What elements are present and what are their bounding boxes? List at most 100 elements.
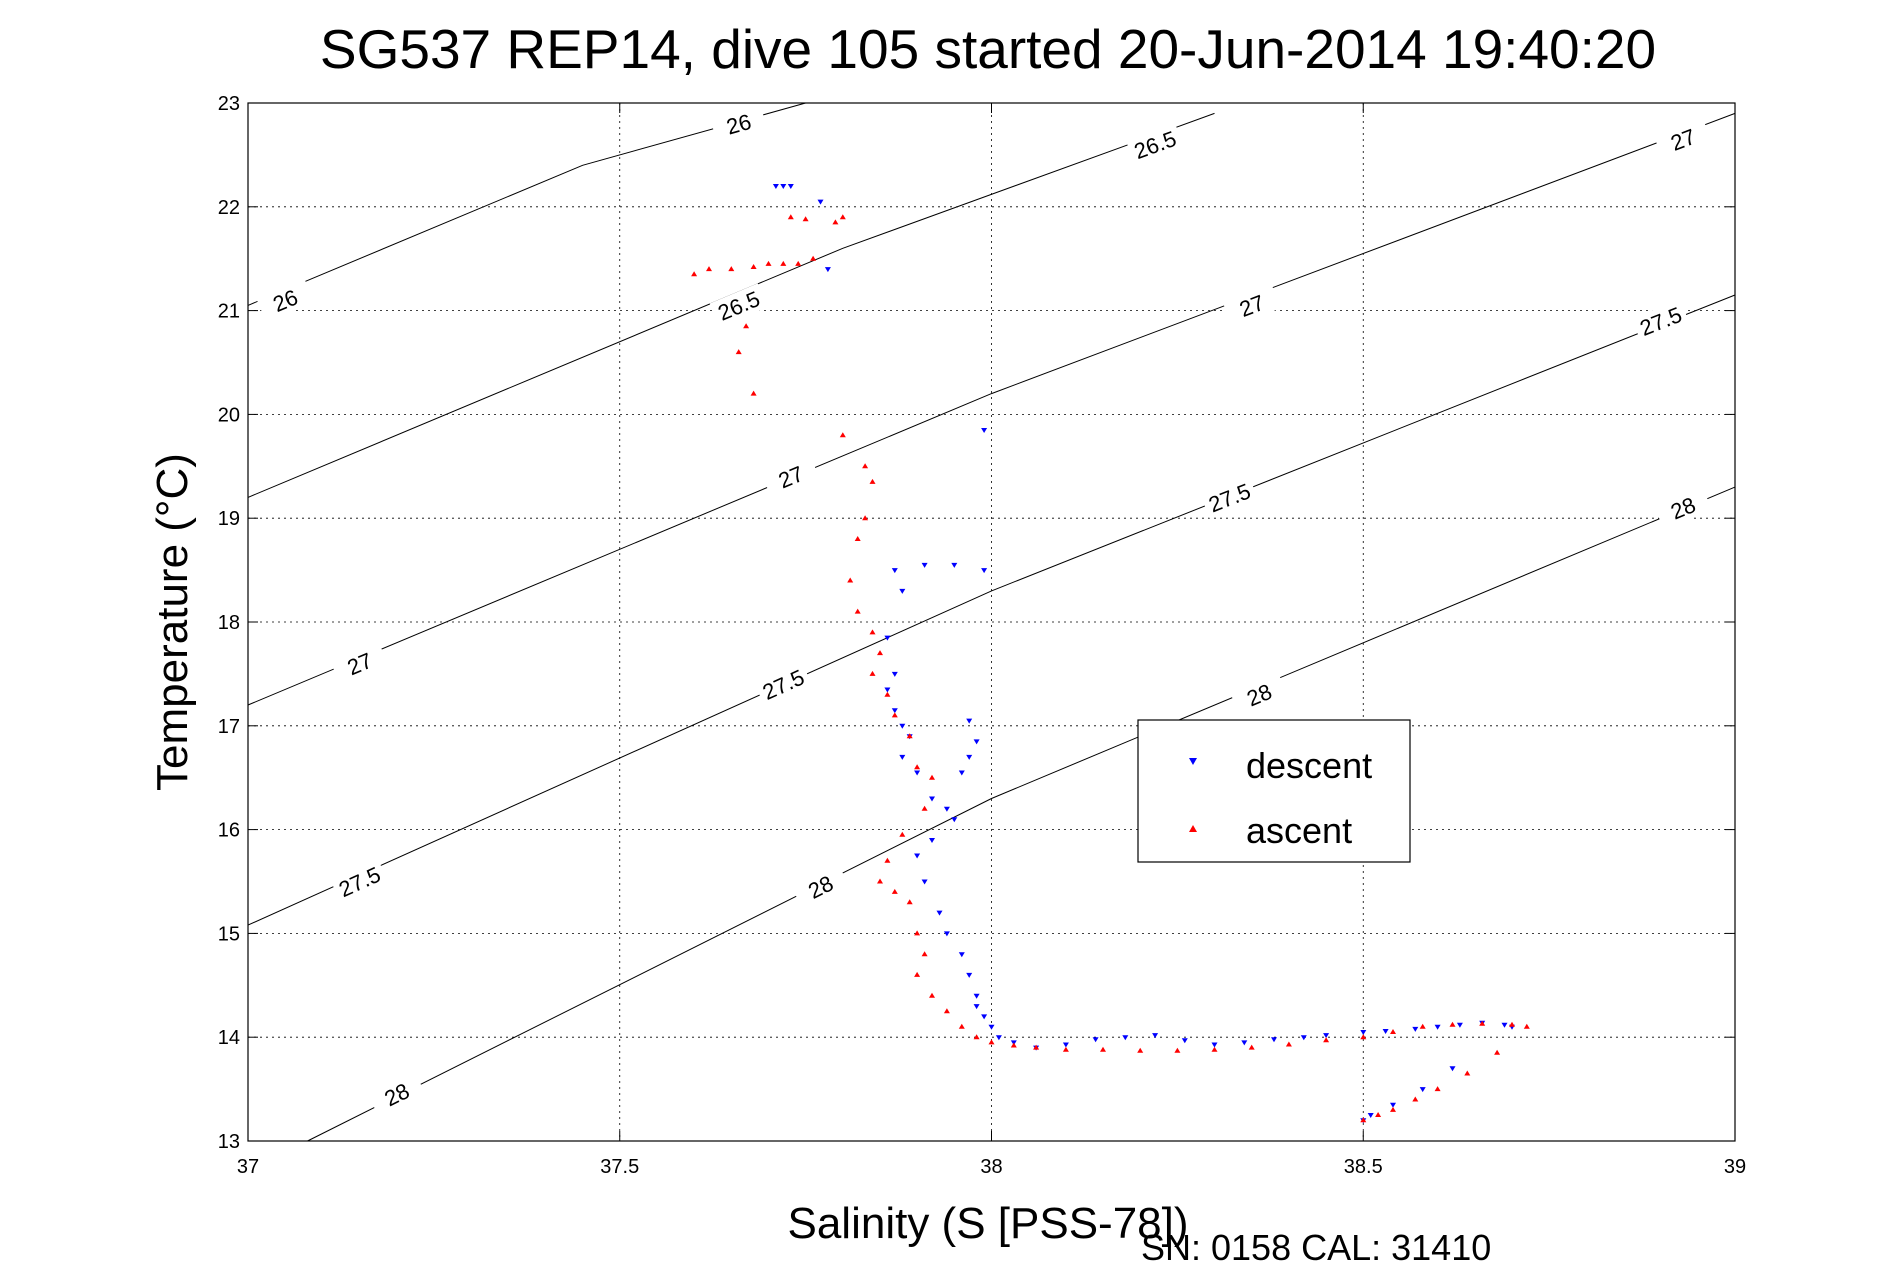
descent-point [1152,1033,1159,1039]
descent-point [995,1035,1002,1041]
ascent-point [810,255,817,261]
ascent-point [787,214,794,220]
descent-point [943,931,950,937]
descent-point [958,770,965,776]
ascent-point [869,629,876,635]
descent-point [780,184,787,189]
descent-point [936,910,943,916]
descent-point [1271,1037,1277,1043]
ascent-point [1100,1046,1106,1052]
descent-point [973,993,980,999]
descent-point [1434,1024,1441,1030]
ascent-point [884,857,891,863]
descent-point [988,1024,995,1030]
descent-point [981,568,988,574]
descent-point [899,588,906,594]
ascent-point [1494,1049,1501,1055]
descent-point [1449,1066,1456,1072]
descent-point [1360,1030,1367,1035]
descent-point [1323,1033,1330,1039]
ascent-point [1323,1037,1330,1043]
legend-ascent-marker [1189,825,1197,832]
ascent-point [921,805,928,811]
descent-point [951,562,958,568]
isopycnal-label-gap [709,283,768,328]
ascent-point [780,260,787,266]
ascent-point [1211,1046,1218,1052]
legend: descent ascent [1137,719,1411,863]
descent-point [1300,1035,1307,1041]
ascent-point [1285,1041,1292,1047]
y-axis-label: Temperature (°C) [148,453,197,791]
descent-point [824,267,831,273]
descent-point [914,770,921,776]
descent-point [1412,1026,1419,1032]
ascent-point [884,691,891,697]
x-tick-label: 37.5 [600,1156,639,1178]
isopycnal-label-gap [330,858,389,905]
grid [248,103,1735,1141]
y-tick-label: 13 [218,1131,240,1153]
ascent-point [1375,1112,1382,1117]
descent-point [891,671,898,677]
legend-descent-label: descent [1246,745,1372,786]
ascent-point [743,323,750,329]
ascent-point [750,264,757,269]
y-tick-label: 16 [218,820,240,842]
isopycnal-label-gap [710,104,768,144]
descent-point [1241,1040,1248,1046]
descent-point [973,1004,980,1010]
ascent-point [1479,1020,1486,1026]
ascent-point [795,260,802,266]
ascent-point [929,774,935,780]
descent-point [921,562,928,568]
ascent-point [877,650,883,656]
ascent-point [735,349,742,355]
ascent-point [832,219,839,225]
descent-point [981,428,988,433]
ascent-point [847,577,854,583]
instrument-calibration-footer: SN: 0158 CAL: 31410 [1141,1227,1491,1262]
descent-point [891,568,898,574]
descent-point [899,723,906,729]
descent-point [1181,1038,1188,1044]
y-tick-label: 17 [218,716,240,738]
x-tick-label: 38.5 [1344,1156,1383,1178]
ascent-point [1137,1047,1144,1053]
ascent-point [973,1034,980,1040]
descent-point [1367,1113,1374,1118]
descent-point [884,635,891,641]
descent-point [966,754,973,760]
ascent-point [802,216,809,222]
descent-point [958,952,965,958]
ascent-point [1062,1046,1069,1052]
legend-descent-marker [1189,758,1197,765]
isopycnal-line [247,112,1215,498]
ascent-point [839,214,846,220]
ascent-point [1523,1023,1530,1029]
isopycnal-label-gap [367,1071,426,1118]
descent-point [1419,1087,1426,1093]
descent-point [1211,1042,1218,1048]
isopycnal-label-gap [256,278,315,323]
chart-title: SG537 REP14, dive 105 started 20-Jun-201… [320,18,1656,80]
data-points [691,184,1530,1124]
ascent-point [891,888,898,894]
descent-point [1092,1037,1099,1043]
descent-point [772,184,779,189]
ascent-point [854,608,861,614]
ascent-point [1390,1029,1396,1034]
isopycnal-label-gap [1631,299,1690,343]
descent-point [921,879,928,885]
ascent-point [906,899,913,905]
ascent-point [891,712,898,718]
isopycnal-label-gap [1653,485,1712,530]
ascent-point [929,992,935,998]
y-tick-label: 14 [218,1027,240,1049]
ascent-point [1412,1096,1419,1102]
descent-point [914,853,921,859]
ascent-point [1033,1044,1040,1050]
ascent-point [906,733,913,739]
